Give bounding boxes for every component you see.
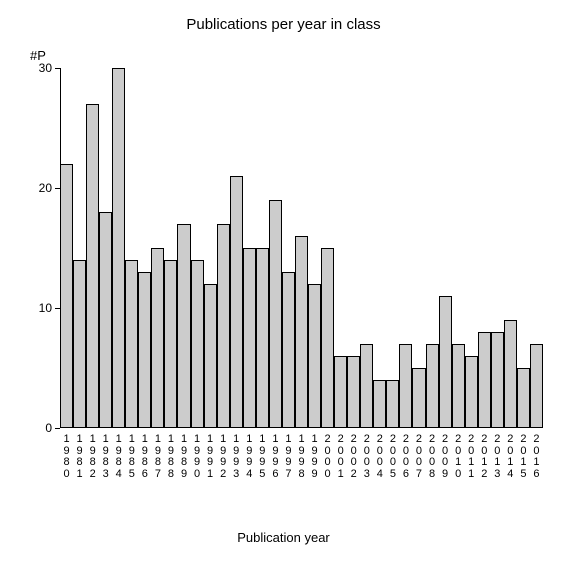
bar xyxy=(73,260,86,428)
bar xyxy=(530,344,543,428)
bar xyxy=(452,344,465,428)
x-tick-label: 1983 xyxy=(103,434,109,480)
x-tick-label: 2005 xyxy=(390,434,396,480)
bar xyxy=(465,356,478,428)
bar xyxy=(334,356,347,428)
bar xyxy=(504,320,517,428)
bar xyxy=(217,224,230,428)
bar xyxy=(125,260,138,428)
bar xyxy=(491,332,504,428)
plot-area: 0102030198019811982198319841985198619871… xyxy=(60,68,543,428)
x-tick-label: 1989 xyxy=(181,434,187,480)
bar xyxy=(347,356,360,428)
y-tick xyxy=(55,68,60,69)
bar xyxy=(373,380,386,428)
x-tick-label: 1988 xyxy=(168,434,174,480)
bar xyxy=(308,284,321,428)
bar xyxy=(478,332,491,428)
x-tick-label: 2011 xyxy=(468,434,474,480)
x-tick-label: 1991 xyxy=(207,434,213,480)
bar xyxy=(399,344,412,428)
x-tick-label: 2016 xyxy=(533,434,539,480)
bar xyxy=(99,212,112,428)
bar xyxy=(243,248,256,428)
x-tick-label: 1994 xyxy=(246,434,252,480)
bar xyxy=(517,368,530,428)
x-tick-label: 2003 xyxy=(364,434,370,480)
x-tick-label: 2014 xyxy=(507,434,513,480)
x-tick-label: 2010 xyxy=(455,434,461,480)
bar xyxy=(439,296,452,428)
bar xyxy=(138,272,151,428)
x-tick-label: 2004 xyxy=(377,434,383,480)
x-axis-label: Publication year xyxy=(0,530,567,545)
bar xyxy=(282,272,295,428)
x-tick-label: 1998 xyxy=(298,434,304,480)
x-tick-label: 1995 xyxy=(259,434,265,480)
y-tick-label: 10 xyxy=(39,301,52,315)
bar xyxy=(112,68,125,428)
bar xyxy=(386,380,399,428)
x-tick-label: 2006 xyxy=(403,434,409,480)
bar xyxy=(360,344,373,428)
x-tick-label: 2000 xyxy=(325,434,331,480)
bar xyxy=(230,176,243,428)
bar xyxy=(191,260,204,428)
x-tick-label: 1981 xyxy=(77,434,83,480)
x-tick-label: 1984 xyxy=(116,434,122,480)
y-tick-label: 20 xyxy=(39,181,52,195)
x-tick-label: 2009 xyxy=(442,434,448,480)
x-tick-label: 2007 xyxy=(416,434,422,480)
y-tick xyxy=(55,428,60,429)
chart-container: { "chart": { "type": "bar", "title": "Pu… xyxy=(0,0,567,567)
x-tick-label: 2015 xyxy=(520,434,526,480)
x-tick-label: 1987 xyxy=(155,434,161,480)
chart-title: Publications per year in class xyxy=(0,16,567,33)
bar xyxy=(412,368,425,428)
x-tick-label: 2012 xyxy=(481,434,487,480)
x-tick-label: 2001 xyxy=(338,434,344,480)
bar xyxy=(86,104,99,428)
x-tick-label: 1999 xyxy=(311,434,317,480)
bar xyxy=(321,248,334,428)
x-tick-label: 1992 xyxy=(220,434,226,480)
bar xyxy=(269,200,282,428)
x-tick-label: 1986 xyxy=(142,434,148,480)
bar xyxy=(60,164,73,428)
x-tick-label: 2008 xyxy=(429,434,435,480)
bar xyxy=(204,284,217,428)
y-tick-label: 30 xyxy=(39,61,52,75)
bar xyxy=(295,236,308,428)
x-tick-label: 2002 xyxy=(351,434,357,480)
bar xyxy=(426,344,439,428)
x-tick-label: 1993 xyxy=(233,434,239,480)
bar xyxy=(164,260,177,428)
x-tick-label: 2013 xyxy=(494,434,500,480)
x-tick-label: 1985 xyxy=(129,434,135,480)
x-tick-label: 1997 xyxy=(285,434,291,480)
x-tick-label: 1996 xyxy=(272,434,278,480)
bar xyxy=(177,224,190,428)
x-tick-label: 1982 xyxy=(90,434,96,480)
x-tick-label: 1990 xyxy=(194,434,200,480)
bar xyxy=(256,248,269,428)
x-tick-label: 1980 xyxy=(63,434,69,480)
bar xyxy=(151,248,164,428)
y-tick-label: 0 xyxy=(45,421,52,435)
